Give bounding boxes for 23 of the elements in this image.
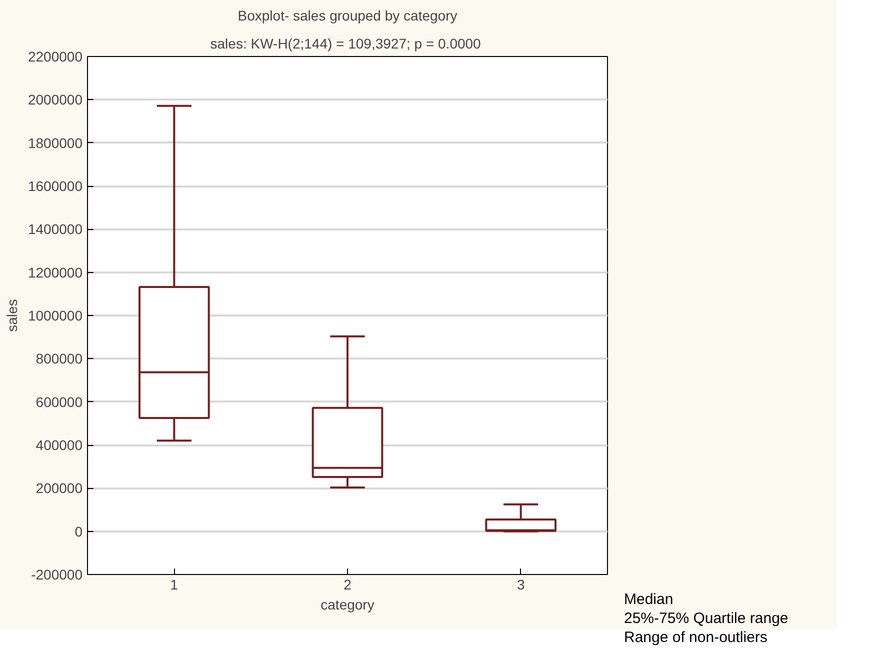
text: 25%-75% Quartile range xyxy=(624,609,788,628)
x-axis-title: category xyxy=(320,596,374,612)
y-tick-label: 200000 xyxy=(36,480,83,496)
y-tick-label: 2000000 xyxy=(28,92,83,108)
y-tick-label: 1600000 xyxy=(28,178,83,194)
y-tick-label: -200000 xyxy=(31,566,83,582)
x-tick-label: 1 xyxy=(170,576,178,592)
y-tick-label: 2200000 xyxy=(28,48,83,64)
y-tick-label: 1400000 xyxy=(28,221,83,238)
y-tick-label: 1000000 xyxy=(28,308,83,324)
x-tick-label: 2 xyxy=(344,576,352,592)
text: Median xyxy=(624,590,674,609)
text: Range of non-outliers xyxy=(624,628,768,647)
y-axis-title: sales xyxy=(4,299,20,332)
y-tick-label: 400000 xyxy=(36,437,83,453)
y-tick-label: 0 xyxy=(74,523,83,540)
chart-title: Boxplot- sales grouped by category xyxy=(238,8,458,24)
x-tick-label: 3 xyxy=(516,576,525,592)
y-tick-label: 1800000 xyxy=(28,134,83,151)
chart-subtitle: sales: KW-H(2;144) = 109,3927; p = 0.0000 xyxy=(210,36,482,52)
y-tick-label: 600000 xyxy=(36,394,83,410)
y-tick-label: 800000 xyxy=(36,350,83,367)
y-tick-label: 1200000 xyxy=(28,264,83,280)
